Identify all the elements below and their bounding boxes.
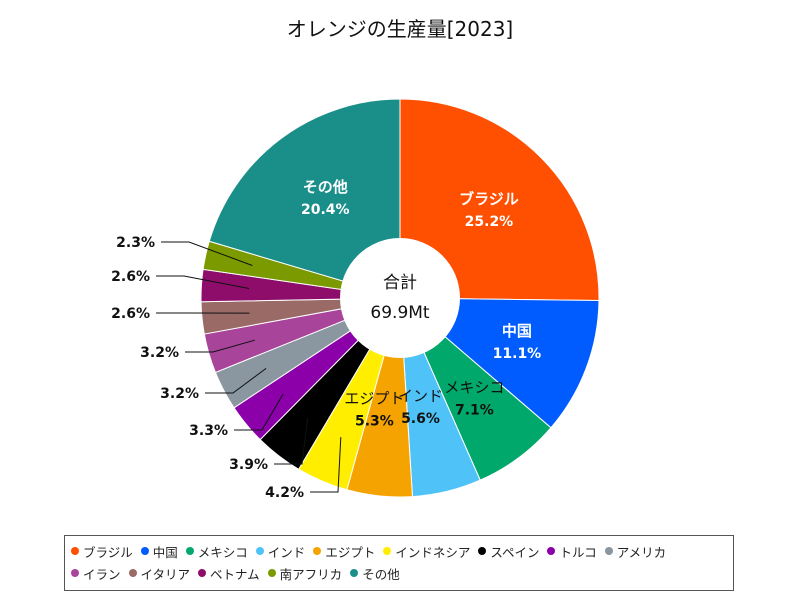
slice-11-value-label: 2.6% <box>111 269 150 285</box>
legend-marker <box>547 547 555 555</box>
legend-label: インドネシア <box>395 542 470 561</box>
legend-label: スペイン <box>490 542 539 561</box>
legend-marker <box>141 547 149 555</box>
legend-marker <box>383 547 391 555</box>
legend-marker <box>350 569 358 577</box>
legend-item-7: トルコ <box>547 540 596 562</box>
legend-label: トルコ <box>559 542 596 561</box>
legend-label: イタリア <box>141 564 191 583</box>
slice-9-value-label: 3.2% <box>140 345 179 361</box>
slice-3-value-label: 5.6% <box>401 411 440 427</box>
legend-item-11: ベトナム <box>198 562 260 584</box>
legend-item-4: エジプト <box>313 540 375 562</box>
legend-marker <box>71 569 79 577</box>
legend-item-6: スペイン <box>478 540 539 562</box>
slice-2-value-label: 7.1% <box>455 402 494 418</box>
slice-8-value-label: 3.2% <box>160 386 199 402</box>
legend-marker <box>129 569 137 577</box>
legend-marker <box>313 547 321 555</box>
slice-5-value-label: 4.2% <box>265 485 304 501</box>
legend-marker <box>478 547 486 555</box>
legend-item-13: その他 <box>350 562 400 584</box>
legend-label: メキシコ <box>198 542 248 561</box>
center-total-value: 69.9Mt <box>370 303 430 323</box>
center-label: 合計 <box>383 273 417 293</box>
legend-item-9: イラン <box>71 562 121 584</box>
legend-label: イラン <box>83 564 121 583</box>
slice-1-value-label: 11.1% <box>493 346 542 362</box>
legend-item-0: ブラジル <box>71 540 133 562</box>
chart-title: オレンジの生産量[2023] <box>287 17 514 41</box>
slice-2-name-label: メキシコ <box>444 378 504 396</box>
slice-12-value-label: 2.3% <box>116 235 155 251</box>
legend-marker <box>186 547 194 555</box>
legend-label: アメリカ <box>617 542 666 561</box>
donut-hole <box>340 238 460 358</box>
slice-10-value-label: 2.6% <box>111 306 150 322</box>
legend-item-12: 南アフリカ <box>268 562 343 584</box>
slice-1-name-label: 中国 <box>502 322 532 340</box>
legend-label: その他 <box>362 564 400 583</box>
legend-label: 中国 <box>153 542 178 561</box>
slice-4-name-label: エジプト <box>344 389 404 407</box>
legend-marker <box>71 547 79 555</box>
slice-3-name-label: インド <box>398 387 443 405</box>
slice-13-name-label: その他 <box>303 178 348 196</box>
slice-0-name-label: ブラジル <box>459 190 519 208</box>
slice-0-value-label: 25.2% <box>465 214 514 230</box>
legend-marker <box>268 569 276 577</box>
legend-label: 南アフリカ <box>280 564 343 583</box>
slice-13-value-label: 20.4% <box>301 202 350 218</box>
legend-item-8: アメリカ <box>605 540 666 562</box>
legend-item-3: インド <box>256 540 306 562</box>
legend-marker <box>198 569 206 577</box>
legend-label: ブラジル <box>83 542 133 561</box>
legend-label: ベトナム <box>210 564 260 583</box>
chart-legend: ブラジル 中国 メキシコ インドエジプト インドネシア スペイン トルコ アメリカイラン イタリ… <box>64 535 734 591</box>
legend-marker <box>605 547 613 555</box>
legend-item-5: インドネシア <box>383 540 470 562</box>
legend-item-2: メキシコ <box>186 540 248 562</box>
legend-item-1: 中国 <box>141 540 178 562</box>
slice-7-value-label: 3.3% <box>189 423 228 439</box>
legend-label: エジプト <box>325 542 375 561</box>
legend-label: インド <box>268 542 306 561</box>
legend-item-10: イタリア <box>129 562 191 584</box>
slice-4-value-label: 5.3% <box>355 413 394 429</box>
legend-marker <box>256 547 264 555</box>
slice-6-value-label: 3.9% <box>229 457 268 473</box>
